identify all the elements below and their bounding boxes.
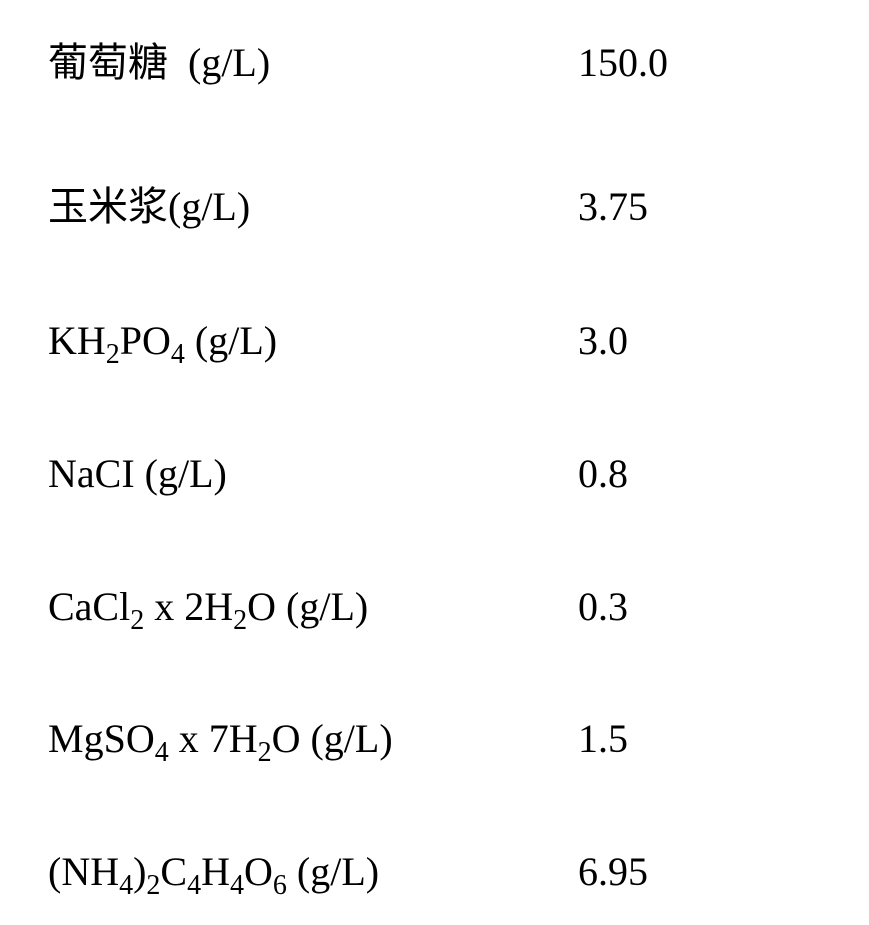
component-value: 0.8: [578, 450, 628, 497]
component-label: NaCI (g/L): [48, 450, 578, 497]
component-value: 150.0: [578, 39, 668, 86]
composition-table: 葡萄糖 (g/L) 150.0 玉米浆(g/L) 3.75 KH2PO4 (g/…: [0, 0, 869, 925]
component-label: 葡萄糖 (g/L): [48, 30, 578, 88]
component-label: (NH4)2C4H4O6 (g/L): [48, 848, 578, 895]
component-value: 0.3: [578, 583, 628, 630]
component-value: 3.75: [578, 183, 648, 230]
table-row: NaCI (g/L) 0.8: [48, 450, 829, 497]
component-label: 玉米浆(g/L): [48, 174, 578, 232]
component-label: MgSO4 x 7H2O (g/L): [48, 715, 578, 762]
table-row: 玉米浆(g/L) 3.75: [48, 174, 829, 232]
table-row: MgSO4 x 7H2O (g/L) 1.5: [48, 715, 829, 762]
component-label: KH2PO4 (g/L): [48, 317, 578, 364]
component-label: CaCl2 x 2H2O (g/L): [48, 583, 578, 630]
table-row: KH2PO4 (g/L) 3.0: [48, 317, 829, 364]
component-value: 1.5: [578, 715, 628, 762]
table-row: (NH4)2C4H4O6 (g/L) 6.95: [48, 848, 829, 895]
table-row: CaCl2 x 2H2O (g/L) 0.3: [48, 583, 829, 630]
table-row: 葡萄糖 (g/L) 150.0: [48, 30, 829, 88]
component-value: 3.0: [578, 317, 628, 364]
component-value: 6.95: [578, 848, 648, 895]
